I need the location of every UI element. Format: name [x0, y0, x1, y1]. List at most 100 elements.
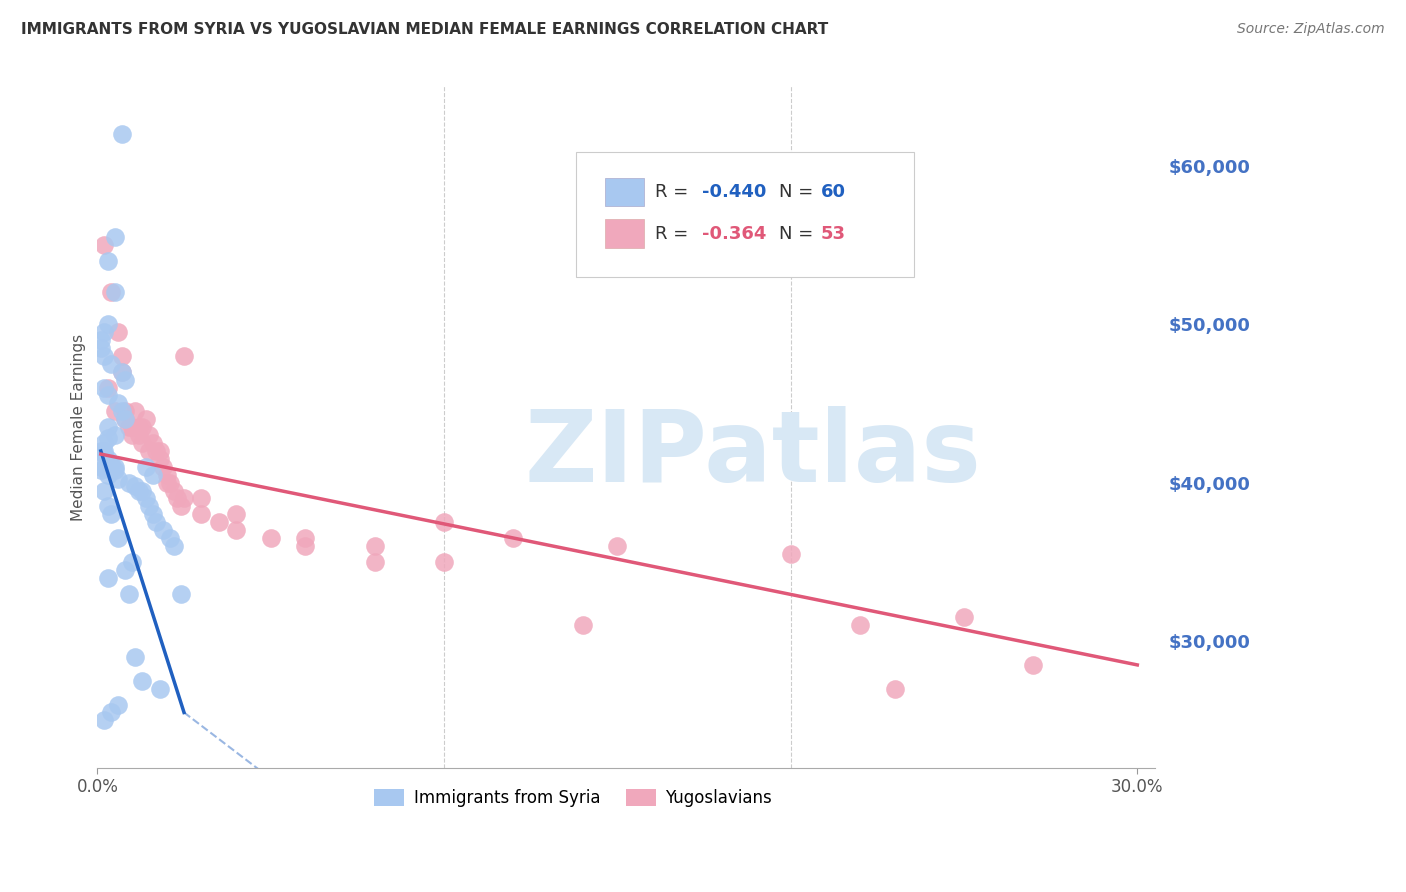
Point	[225, 523, 247, 537]
Point	[100, 357, 122, 371]
Point	[156, 475, 179, 490]
Point	[145, 515, 167, 529]
Point	[100, 706, 122, 720]
Point	[142, 436, 165, 450]
Point	[142, 508, 165, 522]
Text: ZIPatlas: ZIPatlas	[524, 406, 981, 503]
Text: R =: R =	[655, 183, 695, 201]
Point	[571, 618, 593, 632]
Point	[433, 515, 456, 529]
Point	[159, 475, 181, 490]
Point	[433, 555, 456, 569]
Point	[135, 412, 157, 426]
Point	[114, 412, 136, 426]
Point	[97, 467, 120, 482]
Point	[104, 459, 127, 474]
Point	[135, 491, 157, 506]
Text: -0.364: -0.364	[702, 225, 766, 243]
Text: 60: 60	[821, 183, 846, 201]
Point	[124, 404, 146, 418]
Point	[152, 523, 174, 537]
Point	[93, 325, 115, 339]
Point	[107, 473, 129, 487]
Text: 53: 53	[821, 225, 846, 243]
Point	[114, 563, 136, 577]
Point	[162, 483, 184, 498]
Point	[131, 420, 153, 434]
Point	[97, 380, 120, 394]
Point	[90, 444, 112, 458]
Point	[363, 539, 385, 553]
Point	[260, 531, 283, 545]
Point	[159, 531, 181, 545]
Point	[294, 539, 316, 553]
Point	[502, 531, 524, 545]
Point	[93, 483, 115, 498]
Point	[149, 681, 172, 696]
Point	[104, 428, 127, 442]
Legend: Immigrants from Syria, Yugoslavians: Immigrants from Syria, Yugoslavians	[367, 782, 779, 814]
Text: R =: R =	[655, 225, 695, 243]
Point	[93, 447, 115, 461]
Point	[953, 610, 976, 624]
Point	[131, 436, 153, 450]
Point	[166, 491, 188, 506]
Point	[135, 459, 157, 474]
Point	[117, 420, 139, 434]
Point	[107, 531, 129, 545]
Point	[97, 388, 120, 402]
Point	[104, 285, 127, 300]
Point	[128, 420, 150, 434]
Point	[97, 451, 120, 466]
Point	[142, 467, 165, 482]
Point	[173, 491, 195, 506]
Point	[121, 420, 143, 434]
Point	[97, 253, 120, 268]
Point	[169, 586, 191, 600]
Text: IMMIGRANTS FROM SYRIA VS YUGOSLAVIAN MEDIAN FEMALE EARNINGS CORRELATION CHART: IMMIGRANTS FROM SYRIA VS YUGOSLAVIAN MED…	[21, 22, 828, 37]
Point	[225, 508, 247, 522]
Point	[156, 467, 179, 482]
Text: -0.440: -0.440	[702, 183, 766, 201]
Point	[121, 428, 143, 442]
Point	[110, 365, 132, 379]
Point	[124, 479, 146, 493]
Point	[117, 475, 139, 490]
Point	[131, 483, 153, 498]
Point	[152, 459, 174, 474]
Y-axis label: Median Female Earnings: Median Female Earnings	[72, 334, 86, 521]
Point	[1022, 657, 1045, 672]
Point	[169, 500, 191, 514]
Point	[104, 404, 127, 418]
Point	[138, 444, 160, 458]
Point	[93, 444, 115, 458]
Point	[149, 451, 172, 466]
Text: N =: N =	[779, 225, 818, 243]
Point	[138, 428, 160, 442]
Point	[173, 349, 195, 363]
Point	[93, 380, 115, 394]
Point	[145, 444, 167, 458]
Point	[110, 365, 132, 379]
Point	[93, 238, 115, 252]
Point	[110, 404, 132, 418]
Point	[883, 681, 905, 696]
Point	[97, 420, 120, 434]
Point	[97, 571, 120, 585]
Point	[110, 127, 132, 141]
Point	[294, 531, 316, 545]
Point	[149, 444, 172, 458]
Text: Source: ZipAtlas.com: Source: ZipAtlas.com	[1237, 22, 1385, 37]
Point	[114, 404, 136, 418]
Point	[104, 463, 127, 477]
Point	[190, 491, 212, 506]
Point	[90, 341, 112, 355]
Point	[100, 285, 122, 300]
Point	[208, 515, 231, 529]
Point	[110, 349, 132, 363]
Point	[114, 373, 136, 387]
Point	[779, 547, 801, 561]
Point	[128, 483, 150, 498]
Point	[100, 457, 122, 471]
Point	[114, 412, 136, 426]
